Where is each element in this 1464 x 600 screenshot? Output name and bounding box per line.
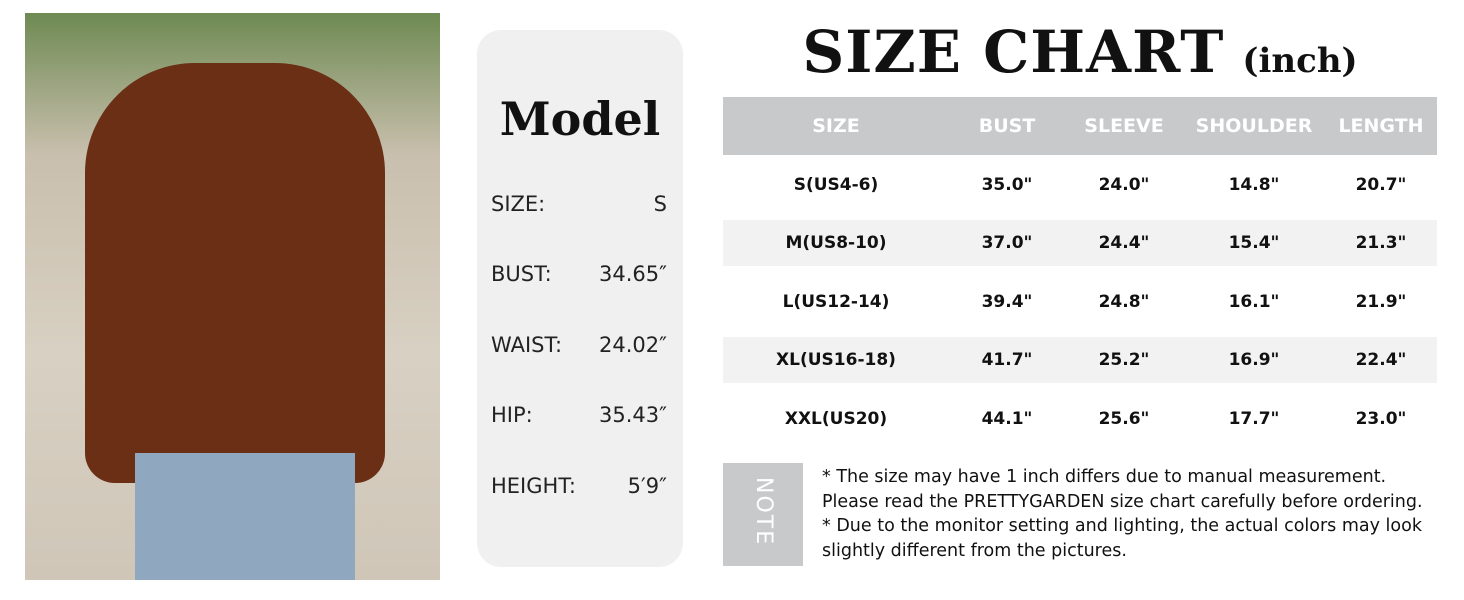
- label: HEIGHT:: [491, 474, 576, 498]
- table-cell: 44.1": [981, 408, 1033, 429]
- table-cell: 24.4": [1098, 233, 1150, 253]
- table-cell: SIZE: [812, 115, 860, 137]
- table-cell: 21.9": [1355, 291, 1407, 312]
- note-line: * Due to the monitor setting and lightin…: [822, 516, 1422, 536]
- table-cell: 17.7": [1228, 408, 1280, 429]
- table-cell: 41.7": [981, 350, 1033, 370]
- table-cell: 20.7": [1355, 174, 1407, 195]
- table-row: L(US12-14) 39.4" 24.8" 16.1" 21.9": [723, 272, 1437, 331]
- table-cell: 16.1": [1228, 291, 1280, 312]
- product-photo: [25, 13, 440, 580]
- table-cell: 39.4": [981, 291, 1033, 312]
- note-text: * The size may have 1 inch differs due t…: [822, 465, 1423, 563]
- table-row: S(US4-6) 35.0" 24.0" 14.8" 20.7": [723, 155, 1437, 214]
- value: 5′9″: [627, 474, 667, 498]
- table-cell: LENGTH: [1338, 115, 1424, 137]
- size-table: SIZE BUST SLEEVE SHOULDER LENGTH S(US4-6) 35.0…: [723, 97, 1437, 448]
- label: BUST:: [491, 262, 552, 286]
- table-cell: BUST: [978, 115, 1036, 137]
- title-main: SIZE CHART: [802, 18, 1225, 86]
- value: 34.65″: [599, 262, 667, 286]
- table-cell: 22.4": [1355, 350, 1407, 370]
- title-unit: (inch): [1242, 41, 1358, 81]
- model-row-height: HEIGHT: 5′9″: [491, 474, 667, 498]
- table-cell: 21.3": [1355, 233, 1407, 253]
- table-row: XXL(US20) 44.1" 25.6" 17.7" 23.0": [723, 389, 1437, 448]
- note-label-box: NOTE: [723, 463, 803, 566]
- table-cell: 25.2": [1098, 350, 1150, 370]
- table-cell: 24.0": [1098, 174, 1150, 195]
- note-line: * The size may have 1 inch differs due t…: [822, 467, 1387, 487]
- table-cell: SLEEVE: [1084, 115, 1164, 137]
- note-line: Please read the PRETTYGARDEN size chart …: [822, 491, 1423, 512]
- table-cell: XXL(US20): [784, 408, 888, 429]
- table-cell: 24.8": [1098, 291, 1150, 312]
- table-row: XL(US16-18) 41.7" 25.2" 16.9" 22.4": [723, 337, 1437, 383]
- table-cell: 15.4": [1228, 233, 1280, 253]
- label: SIZE:: [491, 192, 546, 216]
- table-row: M(US8-10) 37.0" 24.4" 15.4" 21.3": [723, 220, 1437, 266]
- value: S: [653, 192, 667, 216]
- note-line: slightly different from the pictures.: [822, 540, 1127, 561]
- sweater-image: [85, 63, 385, 483]
- table-cell: 25.6": [1098, 408, 1150, 429]
- note-label: NOTE: [751, 477, 776, 547]
- jeans-image: [135, 453, 355, 580]
- table-cell: M(US8-10): [785, 233, 887, 253]
- model-card: [477, 30, 683, 567]
- table-cell: 14.8": [1228, 174, 1280, 195]
- table-cell: S(US4-6): [793, 174, 879, 195]
- value: 35.43″: [599, 403, 667, 427]
- table-header: SIZE BUST SLEEVE SHOULDER LENGTH: [723, 97, 1437, 155]
- label: HIP:: [491, 403, 533, 427]
- value: 24.02″: [599, 333, 667, 357]
- model-row-hip: HIP: 35.43″: [491, 403, 667, 427]
- table-cell: L(US12-14): [782, 291, 890, 312]
- table-cell: SHOULDER: [1195, 115, 1313, 137]
- table-cell: XL(US16-18): [776, 350, 896, 370]
- model-title: Model: [499, 92, 661, 146]
- table-cell: 16.9": [1228, 350, 1280, 370]
- model-row-waist: WAIST: 24.02″: [491, 333, 667, 357]
- table-cell: 23.0": [1355, 408, 1407, 429]
- model-row-size: SIZE: S: [491, 192, 667, 216]
- table-cell: 35.0": [981, 174, 1033, 195]
- size-chart-title: SIZE CHART (inch): [723, 18, 1437, 86]
- model-row-bust: BUST: 34.65″: [491, 262, 667, 286]
- label: WAIST:: [491, 333, 563, 357]
- table-cell: 37.0": [981, 233, 1033, 253]
